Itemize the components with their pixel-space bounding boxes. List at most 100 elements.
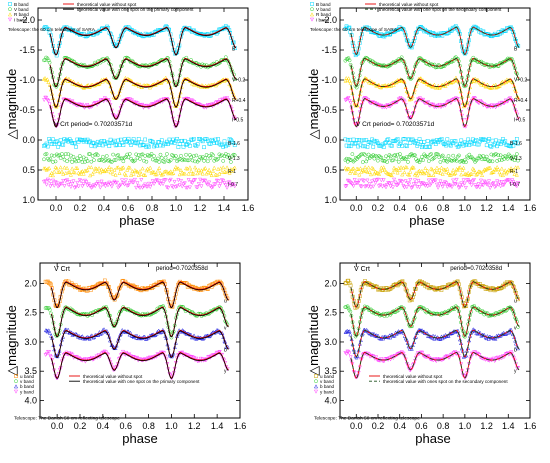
data-point (217, 349, 222, 354)
data-point (348, 80, 353, 85)
data-point (438, 138, 443, 142)
data-point (430, 167, 435, 172)
data-point (402, 170, 407, 175)
y-axis-label: △magnitude (4, 69, 19, 140)
data-point (203, 165, 208, 170)
data-point (388, 154, 393, 159)
data-point (112, 138, 117, 143)
curve-label: B (514, 46, 518, 52)
chart-panel-4: u v b y 0.0 0.2 0.4 0.6 0.8 1.0 1.2 1.4 1.6 2.0 2.5 3.0… (306, 262, 536, 446)
data-point (177, 183, 182, 188)
data-point (150, 140, 155, 144)
data-point (113, 172, 118, 177)
data-point (173, 340, 178, 345)
data-point (344, 75, 349, 80)
data-point (184, 152, 188, 157)
data-point (463, 376, 468, 381)
data-point (424, 182, 429, 187)
data-point (115, 142, 119, 147)
data-point (113, 143, 118, 148)
data-point (153, 179, 158, 184)
data-point (346, 306, 351, 311)
y-tick-label: 4.0 (324, 395, 337, 405)
data-point (380, 184, 385, 189)
data-point (223, 183, 228, 188)
data-point (361, 281, 365, 286)
data-point (480, 138, 484, 142)
data-point (97, 166, 102, 171)
data-point (426, 159, 431, 163)
data-point (510, 100, 515, 105)
data-point (52, 183, 57, 188)
data-point (92, 158, 96, 162)
data-point (386, 156, 391, 160)
data-point (358, 153, 363, 157)
data-point (487, 179, 492, 184)
data-point (402, 137, 407, 141)
data-point (423, 153, 428, 158)
data-point (85, 34, 89, 38)
curve-label: v (514, 325, 517, 331)
x-tick-label: 1.2 (480, 203, 493, 213)
data-point (446, 171, 451, 176)
data-point (113, 158, 118, 162)
data-point (188, 144, 192, 148)
residual-label: R-1 (228, 169, 236, 175)
data-point (121, 159, 126, 164)
x-tick-label: 1.6 (524, 203, 537, 213)
model-curve-with-spot (350, 281, 520, 308)
data-point (471, 305, 475, 309)
data-point (356, 166, 361, 171)
data-point (474, 172, 479, 177)
data-point (390, 185, 395, 190)
data-point (114, 165, 119, 170)
data-point (455, 182, 460, 187)
data-point (509, 350, 514, 355)
data-point (97, 182, 102, 187)
data-point (188, 153, 192, 157)
data-point (175, 184, 180, 189)
data-point (310, 2, 314, 6)
data-point (477, 185, 482, 190)
data-point (385, 182, 390, 188)
data-point (370, 154, 374, 159)
data-point (203, 178, 208, 183)
plot-area (343, 24, 521, 191)
data-point (471, 178, 476, 183)
data-point (81, 171, 86, 176)
data-point (348, 137, 352, 142)
data-point (200, 171, 205, 176)
data-point (469, 141, 474, 146)
data-point (378, 358, 383, 363)
data-point (474, 281, 479, 286)
x-tick-label: 0.6 (119, 421, 132, 431)
data-point (49, 142, 54, 146)
data-point (152, 182, 157, 187)
data-point (466, 170, 471, 175)
data-point (109, 362, 114, 367)
data-point (464, 353, 469, 358)
model-curve-no-spot (49, 78, 237, 108)
data-point (45, 56, 50, 61)
data-point (101, 154, 105, 159)
data-point (430, 139, 435, 144)
data-point (141, 184, 146, 189)
data-point (87, 336, 92, 341)
data-point (514, 137, 519, 141)
data-point (511, 167, 516, 172)
data-point (136, 172, 141, 177)
data-point (158, 152, 163, 157)
data-point (404, 165, 409, 170)
data-point (84, 180, 89, 185)
data-point (364, 184, 369, 189)
model-curve-with-spot (51, 352, 229, 379)
data-point (75, 180, 80, 185)
data-point (166, 98, 171, 103)
data-point (400, 144, 405, 148)
data-point (483, 62, 488, 67)
data-point (474, 137, 479, 142)
curve-label: b (224, 348, 227, 354)
data-point (361, 77, 366, 82)
data-point (217, 141, 222, 146)
